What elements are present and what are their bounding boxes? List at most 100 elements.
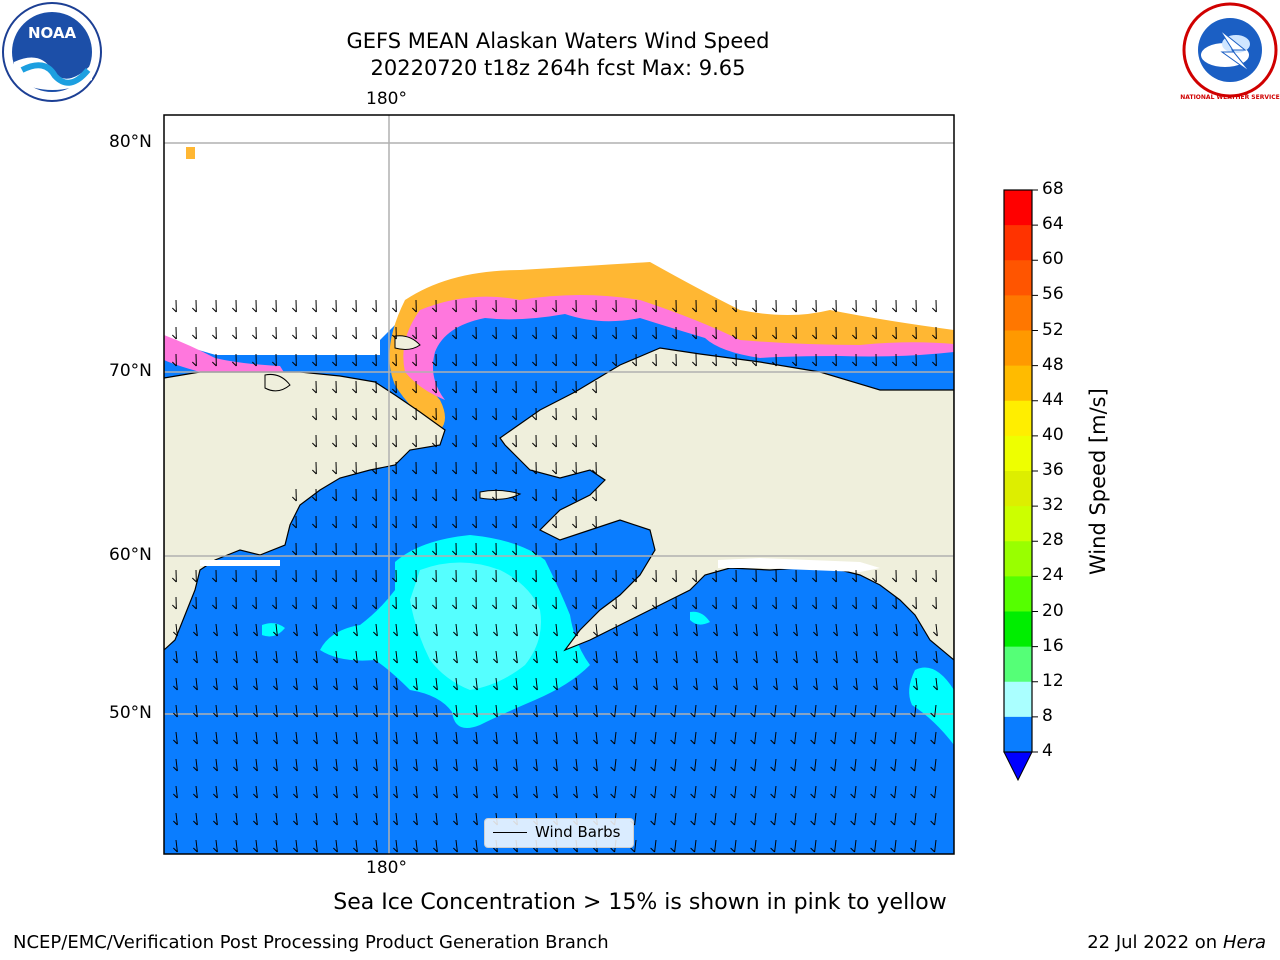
wind-barb <box>593 731 598 745</box>
wind-barb <box>413 839 418 853</box>
wind-barb <box>751 569 757 583</box>
wind-barb <box>571 353 577 367</box>
wind-12-16-region <box>410 562 541 690</box>
wind-barb <box>571 407 577 421</box>
wind-barb <box>850 812 857 826</box>
wind-barb <box>830 758 837 772</box>
wind-barb <box>811 596 817 610</box>
wind-barb <box>471 488 477 502</box>
wind-barb <box>871 569 877 583</box>
wind-barb <box>513 650 518 664</box>
wind-barb <box>211 326 217 340</box>
wind-barb <box>451 596 457 610</box>
wind-barb <box>433 758 438 772</box>
wind-barb <box>591 407 597 421</box>
wind-barb <box>631 353 637 367</box>
wind-barb <box>911 569 917 583</box>
wind-barb <box>293 758 298 772</box>
colorbar-tick-label: 28 <box>1042 530 1064 551</box>
wind-barb <box>191 569 197 583</box>
wind-barb <box>810 731 817 745</box>
wind-barb <box>511 461 517 475</box>
wind-barb <box>273 812 278 826</box>
wind-barb <box>733 677 738 691</box>
wind-barb <box>491 380 497 394</box>
wind-barb <box>690 731 697 745</box>
wind-barb <box>433 650 438 664</box>
wind-barb <box>653 650 658 664</box>
wind-barb <box>791 569 797 583</box>
land-island <box>264 374 291 392</box>
colorbar-tick-label: 64 <box>1042 214 1064 235</box>
wind-barb <box>673 623 678 637</box>
wind-barb <box>753 677 758 691</box>
wind-barb <box>851 569 857 583</box>
wind-barb <box>650 839 657 853</box>
wind-barb <box>473 623 478 637</box>
land-island <box>394 335 421 350</box>
wind-barb <box>453 677 458 691</box>
wind-barb <box>291 515 297 529</box>
wind-barb <box>531 596 537 610</box>
nws-logo-text: NATIONAL WEATHER SERVICE <box>1180 94 1279 101</box>
wind-barb <box>371 461 377 475</box>
wind-barb <box>653 623 658 637</box>
wind-barb <box>413 623 418 637</box>
wind-barb <box>393 677 398 691</box>
sea-ice-inner <box>403 295 954 400</box>
wind-barb <box>911 326 917 340</box>
wind-barb <box>833 650 838 664</box>
wind-barb <box>371 434 377 448</box>
wind-barb <box>331 326 337 340</box>
colorbar-tick-label: 12 <box>1042 670 1064 691</box>
wind-barb <box>651 596 657 610</box>
sea-ice-caption: Sea Ice Concentration > 15% is shown in … <box>333 890 947 915</box>
wind-barb <box>593 623 598 637</box>
wind-barb <box>813 677 818 691</box>
wind-barb <box>433 704 438 718</box>
wind-barb <box>411 407 417 421</box>
wind-barb <box>910 731 917 745</box>
wind-barb <box>893 677 898 691</box>
wind-barb <box>193 704 198 718</box>
wind-barb <box>633 623 638 637</box>
wind-barb <box>431 542 437 556</box>
wind-barb <box>511 515 517 529</box>
wind-barb <box>393 623 398 637</box>
wind-barb <box>850 785 857 799</box>
wind-barb <box>273 677 278 691</box>
wind-barb <box>770 812 777 826</box>
wind-barb <box>710 704 717 718</box>
wind-barb <box>291 326 297 340</box>
wind-barb <box>513 677 518 691</box>
wind-barb <box>451 488 457 502</box>
wind-barb <box>651 569 657 583</box>
wind-barb <box>311 434 317 448</box>
wind-barb <box>531 488 537 502</box>
wind-barb <box>730 731 737 745</box>
wind-barb <box>391 515 397 529</box>
wind-barb <box>493 785 498 799</box>
wind-barb <box>513 623 518 637</box>
wind-barb <box>830 812 837 826</box>
wind-barb <box>610 785 617 799</box>
wind-barb <box>730 704 737 718</box>
colorbar-tick-label: 24 <box>1042 565 1064 586</box>
wind-barb <box>313 731 318 745</box>
wind-barb <box>851 596 857 610</box>
wind-barb <box>851 353 857 367</box>
wind-barb <box>750 758 757 772</box>
wind-barb <box>810 704 817 718</box>
wind-barb <box>451 326 457 340</box>
wind-barb <box>373 704 378 718</box>
wind-barb <box>731 596 737 610</box>
wind-barb <box>473 839 478 853</box>
wind-barb <box>790 704 797 718</box>
wind-barb <box>451 542 457 556</box>
wind-barb <box>191 596 197 610</box>
wind-barb <box>731 569 737 583</box>
wind-barb <box>473 758 478 772</box>
wind-barb <box>671 596 677 610</box>
wind-barb <box>393 785 398 799</box>
wind-barb <box>813 623 818 637</box>
